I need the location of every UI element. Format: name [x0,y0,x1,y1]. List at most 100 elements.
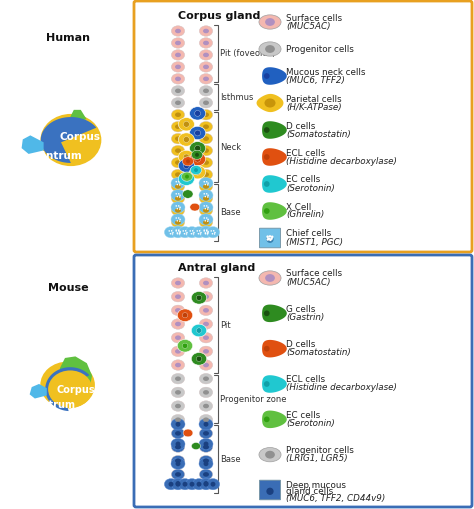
Circle shape [264,416,270,422]
Ellipse shape [203,363,209,367]
Circle shape [203,230,205,232]
Circle shape [197,482,201,487]
Ellipse shape [40,114,101,166]
Ellipse shape [171,305,185,316]
Circle shape [206,230,208,232]
Circle shape [175,217,177,219]
Ellipse shape [175,281,181,285]
Ellipse shape [175,196,181,201]
Circle shape [186,232,188,233]
Ellipse shape [203,294,209,299]
Ellipse shape [175,172,181,177]
Text: Base: Base [220,455,241,464]
Circle shape [192,230,193,232]
Ellipse shape [171,227,185,238]
Circle shape [175,230,177,231]
Circle shape [207,184,209,186]
Ellipse shape [265,18,275,26]
Text: (MUC6, TFF2, CD44v9): (MUC6, TFF2, CD44v9) [286,495,385,503]
Ellipse shape [200,133,213,144]
Ellipse shape [200,181,213,192]
Circle shape [206,230,208,231]
Ellipse shape [200,292,213,302]
Ellipse shape [171,146,185,156]
Ellipse shape [175,459,181,463]
Ellipse shape [203,41,209,45]
Ellipse shape [185,227,199,238]
Ellipse shape [265,45,275,53]
Circle shape [178,230,180,232]
Circle shape [264,127,270,133]
Circle shape [196,356,201,361]
Ellipse shape [171,181,185,192]
Circle shape [212,233,213,235]
Text: Progenitor cells: Progenitor cells [286,44,354,53]
Text: (LRIG1, LGR5): (LRIG1, LGR5) [286,454,347,463]
Circle shape [175,461,181,466]
Ellipse shape [203,377,209,381]
Text: (Gastrin): (Gastrin) [286,313,324,322]
Ellipse shape [200,146,213,156]
Text: gland cells: gland cells [286,488,333,496]
Ellipse shape [191,324,207,337]
Text: Base: Base [220,208,241,217]
Circle shape [207,208,209,210]
Ellipse shape [178,159,194,173]
Ellipse shape [171,469,185,479]
Circle shape [264,310,270,316]
Ellipse shape [171,478,185,489]
Ellipse shape [200,456,213,466]
Ellipse shape [185,478,199,490]
Ellipse shape [178,172,194,185]
Ellipse shape [175,322,181,326]
Text: Parietal cells: Parietal cells [286,95,342,103]
Ellipse shape [183,429,193,437]
Circle shape [200,232,202,233]
Ellipse shape [199,458,213,469]
Ellipse shape [199,202,213,213]
Ellipse shape [203,89,209,93]
Ellipse shape [199,190,213,201]
Ellipse shape [200,278,213,288]
Circle shape [179,219,181,220]
Circle shape [195,153,199,157]
Circle shape [179,184,181,186]
Ellipse shape [200,50,213,60]
Circle shape [266,238,269,241]
Circle shape [195,110,201,117]
Circle shape [214,232,216,233]
Text: D cells: D cells [286,340,315,349]
Circle shape [270,237,273,240]
Circle shape [172,232,174,233]
Ellipse shape [182,172,192,181]
Text: (Ghrelin): (Ghrelin) [286,211,324,219]
Circle shape [186,233,187,235]
Circle shape [206,181,208,183]
Text: G cells: G cells [286,305,315,314]
Ellipse shape [171,332,185,343]
Circle shape [204,184,206,185]
Circle shape [204,220,206,221]
Polygon shape [41,117,96,163]
Ellipse shape [203,390,209,394]
Circle shape [203,461,209,466]
Ellipse shape [203,445,209,449]
Ellipse shape [203,220,209,224]
Circle shape [204,232,206,234]
Ellipse shape [206,227,219,238]
Ellipse shape [175,472,181,476]
Ellipse shape [192,227,206,238]
Ellipse shape [175,100,181,105]
Circle shape [203,230,205,231]
Ellipse shape [200,332,213,343]
Ellipse shape [164,478,178,490]
Circle shape [179,194,181,196]
Ellipse shape [171,50,185,60]
Ellipse shape [175,148,181,153]
Text: Mucous neck cells: Mucous neck cells [286,68,365,76]
FancyBboxPatch shape [134,1,472,252]
Ellipse shape [171,157,185,168]
Ellipse shape [175,184,181,189]
Circle shape [269,235,271,238]
Ellipse shape [203,196,209,201]
